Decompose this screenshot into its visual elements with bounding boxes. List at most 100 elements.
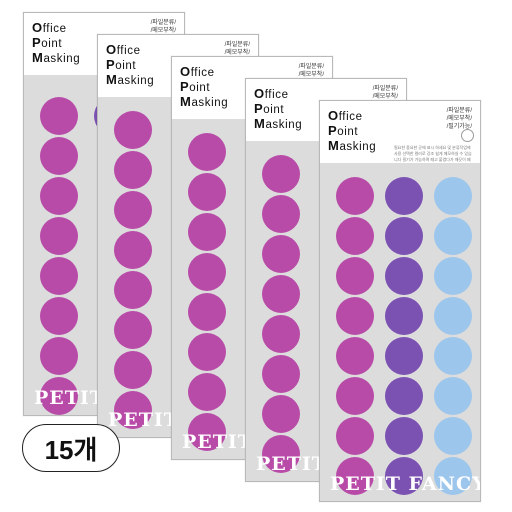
sticker-dot bbox=[336, 337, 374, 375]
tag-file: /파일분류/ bbox=[150, 20, 176, 26]
sticker-dot bbox=[336, 417, 374, 455]
sticker-dot bbox=[385, 337, 423, 375]
feature-tags: /파일분류/ /메모부착/ /필기가능/ bbox=[447, 107, 472, 131]
sticker-dot bbox=[188, 213, 226, 251]
title-cap: M bbox=[180, 94, 192, 109]
tag-file: /파일분류/ bbox=[224, 42, 250, 48]
title-text: asking bbox=[265, 119, 303, 131]
title-text: ffice bbox=[116, 45, 141, 57]
sticker-dot bbox=[40, 177, 78, 215]
sticker-dot bbox=[188, 413, 226, 451]
hang-hole bbox=[461, 129, 474, 142]
sticker-dot bbox=[336, 177, 374, 215]
sticker-dot bbox=[385, 297, 423, 335]
title-cap: P bbox=[328, 123, 338, 138]
title-cap: M bbox=[106, 72, 118, 87]
title-text: asking bbox=[43, 53, 81, 65]
title-text: ffice bbox=[264, 89, 289, 101]
tag-memo: /메모부착/ bbox=[298, 72, 324, 78]
sticker-dot bbox=[114, 231, 152, 269]
sticker-dot bbox=[188, 173, 226, 211]
tag-memo: /메모부착/ bbox=[372, 94, 398, 100]
sticker-dot bbox=[336, 217, 374, 255]
quantity-badge: 15개 bbox=[22, 424, 120, 472]
sticker-dot bbox=[188, 133, 226, 171]
sticker-dot bbox=[434, 377, 472, 415]
title-cap: O bbox=[32, 20, 43, 35]
sticker-dot bbox=[40, 97, 78, 135]
sticker-dot bbox=[262, 435, 300, 473]
sticker-dot bbox=[40, 257, 78, 295]
title-text: asking bbox=[339, 141, 377, 153]
product-title: Office Point Masking bbox=[32, 21, 80, 66]
sticker-dot bbox=[336, 297, 374, 335]
sticker-dot bbox=[114, 271, 152, 309]
sticker-dot bbox=[434, 257, 472, 295]
sticker-dot bbox=[385, 257, 423, 295]
sticker-dot bbox=[434, 457, 472, 495]
title-text: ffice bbox=[190, 67, 215, 79]
sticker-dot bbox=[434, 297, 472, 335]
sticker-dot bbox=[336, 377, 374, 415]
sticker-dot bbox=[262, 155, 300, 193]
product-title: Office Point Masking bbox=[254, 87, 302, 132]
title-cap: P bbox=[32, 35, 42, 50]
sticker-dot bbox=[385, 457, 423, 495]
sticker-dot bbox=[385, 377, 423, 415]
sticker-panel: PETIT FANCY bbox=[320, 163, 480, 501]
title-cap: P bbox=[180, 79, 190, 94]
sticker-dot bbox=[40, 217, 78, 255]
product-title: Office Point Masking bbox=[106, 43, 154, 88]
tag-memo: /메모부착/ bbox=[446, 116, 472, 122]
title-text: ffice bbox=[338, 111, 363, 123]
tag-write: /필기가능/ bbox=[446, 124, 472, 130]
sticker-dot bbox=[114, 151, 152, 189]
title-text: asking bbox=[191, 97, 229, 109]
sticker-dot bbox=[434, 337, 472, 375]
sticker-dot bbox=[188, 293, 226, 331]
sticker-dot bbox=[40, 297, 78, 335]
sticker-dot bbox=[262, 355, 300, 393]
title-text: oint bbox=[337, 126, 359, 138]
sticker-dot bbox=[188, 373, 226, 411]
product-title: Office Point Masking bbox=[180, 65, 228, 110]
sticker-dot bbox=[114, 391, 152, 429]
sticker-dot bbox=[188, 333, 226, 371]
title-cap: P bbox=[254, 101, 264, 116]
sticker-dot bbox=[262, 275, 300, 313]
product-title: Office Point Masking bbox=[328, 109, 376, 154]
title-cap: O bbox=[180, 64, 191, 79]
title-cap: O bbox=[328, 108, 339, 123]
title-cap: P bbox=[106, 57, 116, 72]
title-text: oint bbox=[115, 60, 137, 72]
sticker-dot bbox=[262, 395, 300, 433]
sticker-dot bbox=[434, 417, 472, 455]
title-cap: M bbox=[328, 138, 340, 153]
sticker-dot bbox=[114, 111, 152, 149]
sticker-dot bbox=[385, 177, 423, 215]
tag-file: /파일분류/ bbox=[372, 86, 398, 92]
tag-memo: /메모부착/ bbox=[150, 28, 176, 34]
sheet-header: Office Point Masking /파일분류/ /메모부착/ /필기가능… bbox=[320, 101, 480, 163]
brand-logo: PETIT FANCY bbox=[330, 473, 481, 495]
sticker-dot bbox=[336, 257, 374, 295]
tag-memo: /메모부착/ bbox=[224, 50, 250, 56]
title-cap: M bbox=[254, 116, 266, 131]
sticker-dot bbox=[114, 191, 152, 229]
tag-file: /파일분류/ bbox=[446, 108, 472, 114]
sticker-dot bbox=[114, 311, 152, 349]
sticker-dot bbox=[114, 351, 152, 389]
title-text: asking bbox=[117, 75, 155, 87]
sticker-dot bbox=[385, 217, 423, 255]
sticker-dot bbox=[40, 337, 78, 375]
title-cap: M bbox=[32, 50, 44, 65]
sticker-dot bbox=[434, 217, 472, 255]
title-text: ffice bbox=[42, 23, 67, 35]
title-text: oint bbox=[189, 82, 211, 94]
sticker-dot bbox=[262, 315, 300, 353]
tag-file: /파일분류/ bbox=[298, 64, 324, 70]
sticker-dot bbox=[385, 417, 423, 455]
title-text: oint bbox=[41, 38, 63, 50]
sticker-dot bbox=[434, 177, 472, 215]
title-cap: O bbox=[106, 42, 117, 57]
